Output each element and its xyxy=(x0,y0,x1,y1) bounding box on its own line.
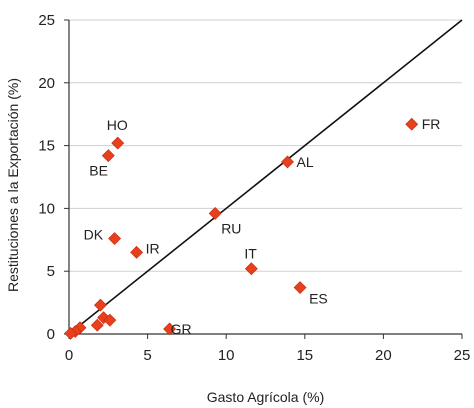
y-tick-label-0: 0 xyxy=(47,326,55,343)
y-tick-label-5: 5 xyxy=(47,263,55,280)
point-label-be: BE xyxy=(89,163,108,179)
data-point-al xyxy=(281,155,294,169)
axes xyxy=(68,20,462,335)
data-point-ru xyxy=(208,206,222,220)
x-axis-title: Gasto Agrícola (%) xyxy=(207,389,325,405)
data-point-es xyxy=(293,281,307,294)
point-label-es: ES xyxy=(309,291,328,307)
y-tick-label-10: 10 xyxy=(38,200,55,217)
reference-line xyxy=(68,19,463,335)
point-label-al: AL xyxy=(297,154,314,170)
x-tick-label-0: 0 xyxy=(65,347,73,364)
point-labels: HO BE FR AL RU DK IR IT ES GR xyxy=(84,116,441,337)
data-point-13 xyxy=(90,318,104,332)
y-tick-label-20: 20 xyxy=(38,75,55,92)
y-tick-label-25: 25 xyxy=(38,12,55,29)
data-points xyxy=(64,117,419,340)
data-point-12 xyxy=(103,313,117,327)
x-tick-label-5: 5 xyxy=(143,347,151,364)
data-point-dk xyxy=(108,232,122,245)
x-tick-label-10: 10 xyxy=(218,347,235,364)
x-tick-label-15: 15 xyxy=(296,347,313,364)
point-label-it: IT xyxy=(244,246,257,262)
point-label-ru: RU xyxy=(221,220,241,236)
data-point-ir xyxy=(130,245,144,259)
y-tick-label-15: 15 xyxy=(38,138,55,155)
point-label-ir: IR xyxy=(146,240,160,256)
data-point-fr xyxy=(405,117,419,131)
point-label-dk: DK xyxy=(84,227,104,243)
grid-lines xyxy=(69,19,462,272)
data-point-it xyxy=(244,262,258,276)
data-point-gr xyxy=(163,322,177,336)
point-label-fr: FR xyxy=(422,116,441,132)
x-tick-label-25: 25 xyxy=(454,347,471,364)
tick-marks: 0 5 10 15 20 25 0 5 10 15 20 25 xyxy=(38,12,470,364)
data-point-ho xyxy=(111,136,125,150)
x-tick-label-20: 20 xyxy=(375,347,392,364)
data-point-16 xyxy=(64,326,77,340)
data-point-10 xyxy=(94,298,107,312)
point-label-gr: GR xyxy=(171,321,192,337)
point-label-ho: HO xyxy=(107,117,128,133)
y-axis-title: Restituciones a la Exportación (%) xyxy=(5,78,21,292)
data-point-be xyxy=(101,149,115,163)
